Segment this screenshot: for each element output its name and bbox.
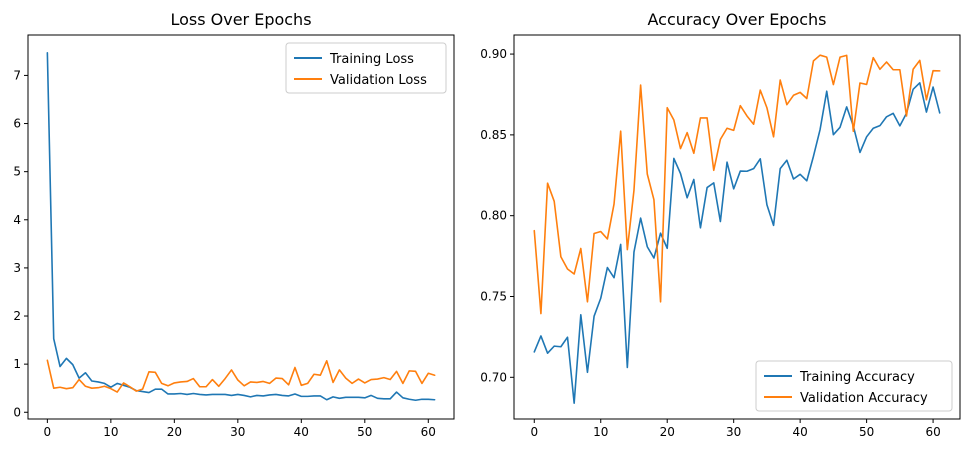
accuracy-plot-legend: Training Accuracy Validation Accuracy	[755, 360, 953, 412]
loss-y-tick-label: 3	[13, 261, 21, 275]
accuracy-x-tick-label: 0	[530, 425, 538, 439]
series-line-validation-accuracy	[533, 54, 941, 315]
loss-y-tick-label: 7	[13, 68, 21, 82]
loss-x-tick-label: 40	[294, 425, 309, 439]
loss-plot-lines	[46, 51, 436, 402]
loss-y-tick-label: 4	[13, 213, 21, 227]
legend-label-training-loss: Training Loss	[329, 52, 414, 67]
accuracy-x-tick-label: 40	[793, 425, 808, 439]
loss-y-tick-label: 1	[13, 357, 21, 371]
accuracy-legend-box	[755, 360, 953, 412]
loss-legend-box	[285, 42, 447, 94]
legend-entry-validation-accuracy: Validation Accuracy	[764, 391, 928, 406]
legend-entry-training-accuracy: Training Accuracy	[764, 370, 915, 385]
series-line-training-accuracy	[533, 82, 941, 404]
accuracy-x-tick-label: 10	[593, 425, 608, 439]
legend-label-validation-loss: Validation Loss	[330, 73, 427, 88]
accuracy-x-tick-label: 20	[660, 425, 675, 439]
accuracy-plot-ticks: 0 10 20 30 40 50 60 0.70 0.75 0.80 0.85 0.90	[480, 47, 940, 439]
legend-entry-validation-loss: Validation Loss	[294, 73, 427, 88]
accuracy-plot-title: Accuracy Over Epochs	[647, 10, 826, 29]
legend-label-training-accuracy: Training Accuracy	[799, 370, 915, 385]
accuracy-x-tick-label: 50	[859, 425, 874, 439]
accuracy-y-tick-label: 0.70	[480, 370, 507, 384]
legend-entry-training-loss: Training Loss	[294, 52, 414, 67]
loss-plot-title: Loss Over Epochs	[170, 10, 311, 29]
loss-plot-ticks: 0 10 20 30 40 50 60 0 1 2 3 4 5 6 7	[13, 68, 436, 439]
accuracy-y-tick-label: 0.75	[480, 289, 507, 303]
loss-plot-frame	[27, 34, 455, 420]
loss-x-tick-label: 20	[167, 425, 182, 439]
loss-x-tick-label: 30	[230, 425, 245, 439]
accuracy-x-tick-label: 60	[925, 425, 940, 439]
loss-x-tick-label: 60	[421, 425, 436, 439]
series-line-validation-loss	[46, 359, 436, 393]
loss-plot: 0 10 20 30 40 50 60 0 1 2 3 4 5 6 7 Loss Over Epochs T…	[13, 10, 455, 439]
loss-y-tick-label: 6	[13, 117, 21, 131]
accuracy-y-tick-label: 0.80	[480, 209, 507, 223]
loss-x-tick-label: 50	[357, 425, 372, 439]
accuracy-x-tick-label: 30	[726, 425, 741, 439]
loss-y-tick-label: 2	[13, 309, 21, 323]
loss-y-tick-label: 0	[13, 405, 21, 419]
loss-y-tick-label: 5	[13, 165, 21, 179]
loss-plot-legend: Training Loss Validation Loss	[285, 42, 447, 94]
legend-label-validation-accuracy: Validation Accuracy	[800, 391, 928, 406]
accuracy-plot: 0 10 20 30 40 50 60 0.70 0.75 0.80 0.85 0.90 Accura…	[480, 10, 961, 439]
accuracy-y-tick-label: 0.85	[480, 128, 507, 142]
accuracy-plot-frame	[513, 34, 961, 420]
loss-x-tick-label: 10	[103, 425, 118, 439]
accuracy-plot-lines	[533, 54, 941, 404]
loss-x-tick-label: 0	[44, 425, 52, 439]
series-line-training-loss	[46, 51, 436, 402]
accuracy-y-tick-label: 0.90	[480, 47, 507, 61]
